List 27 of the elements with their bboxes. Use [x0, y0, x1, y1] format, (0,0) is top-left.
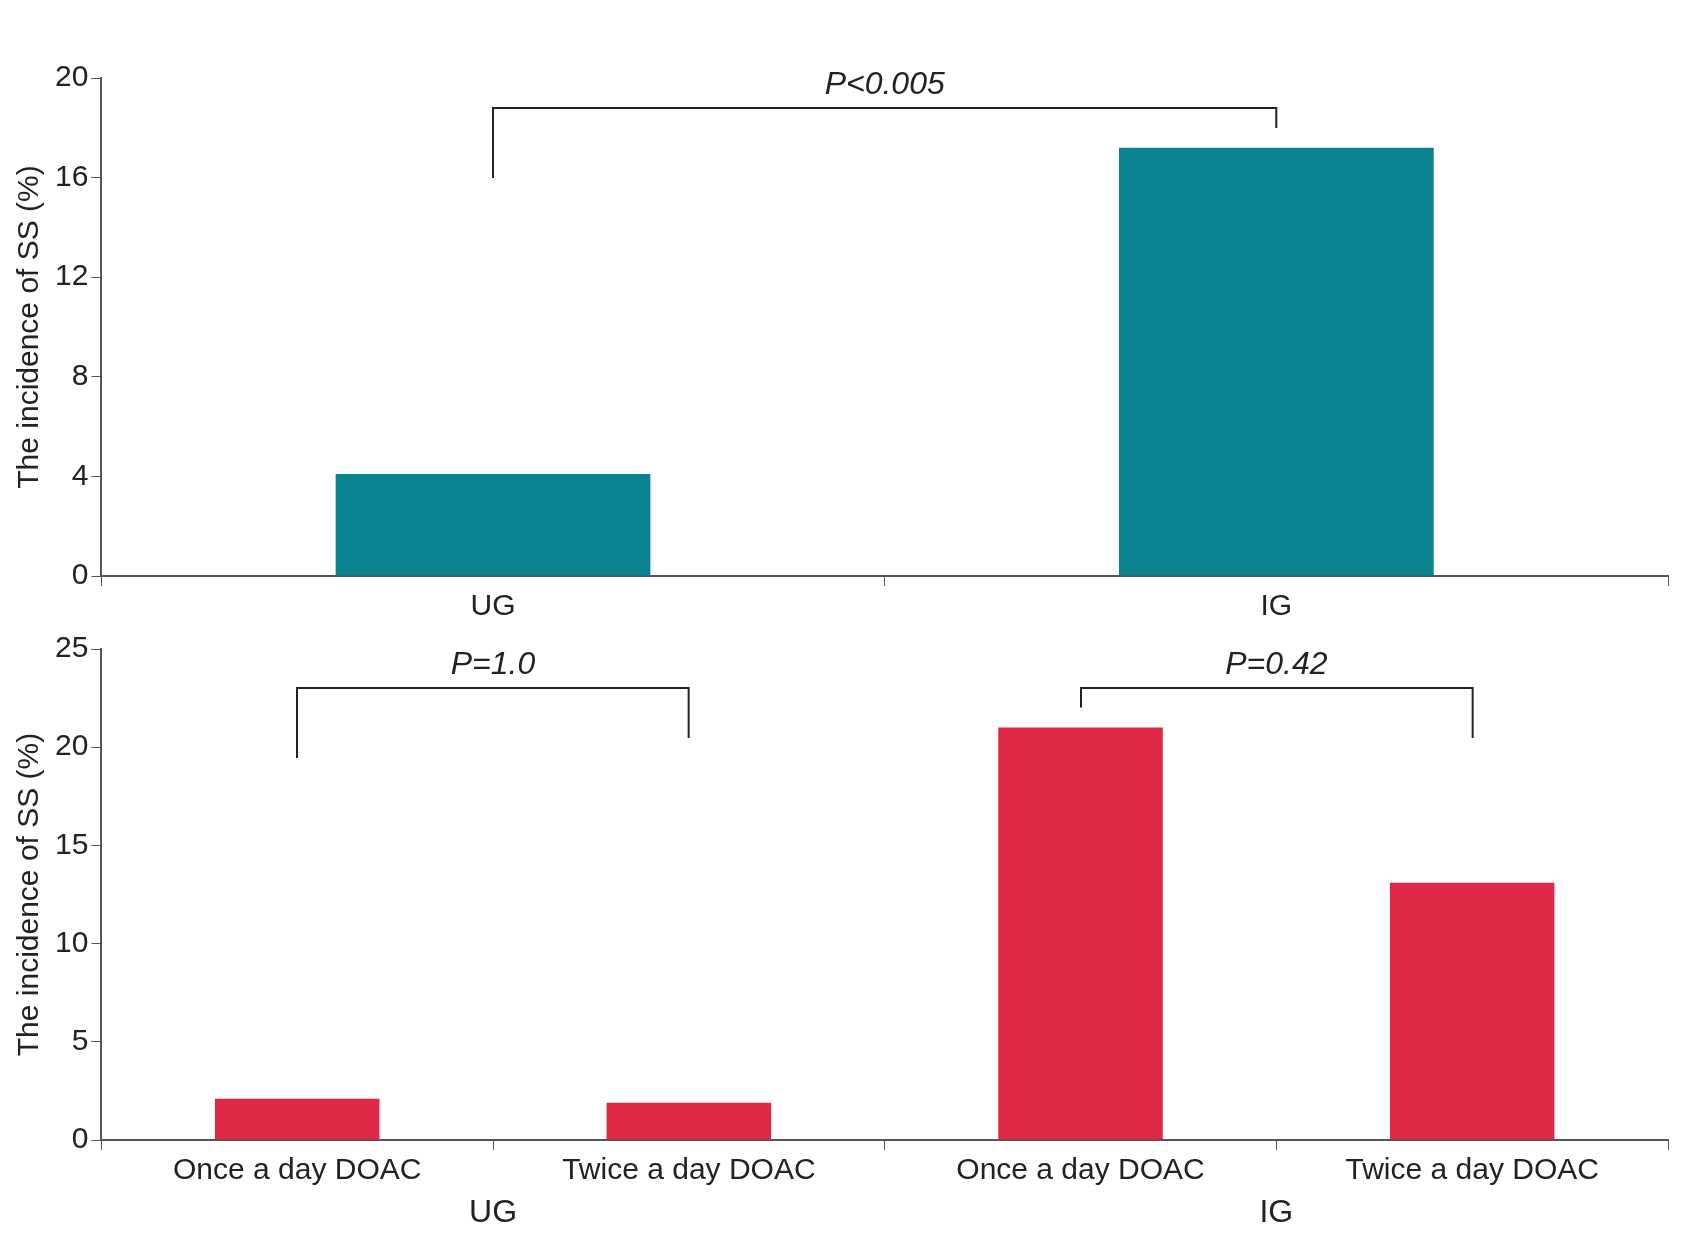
text: IG [1259, 1193, 1294, 1229]
y-tick-label: 4 [71, 457, 89, 491]
x-tick-label: Twice a day DOAC [562, 1152, 816, 1186]
y-tick-label: 0 [71, 557, 89, 591]
y-tick-label: 0 [71, 1121, 89, 1155]
bar [1389, 882, 1555, 1140]
y-axis-title: The incidence of SS (%) [11, 165, 45, 489]
y-tick-label: 16 [54, 158, 89, 192]
bar [214, 1098, 380, 1140]
annotation: P<0.005 [824, 64, 945, 101]
x-tick-label: Twice a day DOAC [1345, 1152, 1599, 1186]
y-tick-label: 5 [71, 1023, 89, 1057]
y-tick-label: 25 [54, 630, 89, 664]
bar [998, 727, 1163, 1140]
annotation: P=1.0 [450, 645, 536, 681]
y-axis-title: The incidence of SS (%) [11, 732, 45, 1057]
text: UG [469, 1193, 518, 1229]
y-tick-label: 20 [54, 59, 89, 93]
y-tick-label: 15 [54, 826, 89, 860]
y-tick-label: 12 [54, 258, 89, 292]
x-tick-label: Once a day DOAC [956, 1152, 1205, 1186]
x-tick-label: Once a day DOAC [172, 1152, 422, 1186]
y-tick-label: 8 [71, 358, 89, 392]
y-tick-label: 10 [54, 924, 89, 958]
annotation: P=0.42 [1225, 645, 1328, 681]
y-tick-label: 20 [54, 728, 89, 762]
bar [606, 1102, 772, 1140]
